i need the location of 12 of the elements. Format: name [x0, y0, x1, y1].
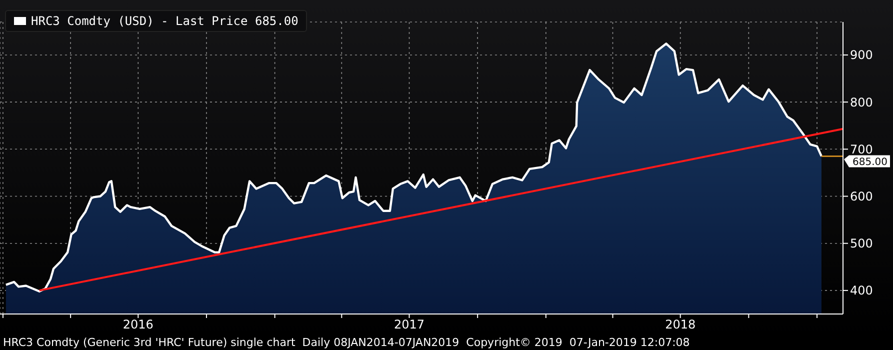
y-tick-label: 800	[850, 95, 873, 110]
x-tick-label: 2017	[394, 318, 425, 332]
y-tick-label: 500	[850, 236, 873, 251]
y-tick-label: 600	[850, 190, 873, 204]
legend-label: HRC3 Comdty (USD) - Last Price 685.00	[31, 14, 298, 28]
y-tick-label: 400	[850, 284, 873, 298]
y-tick-label: 900	[850, 48, 873, 62]
x-tick-label: 2018	[665, 318, 696, 332]
x-tick-label: 2016	[122, 318, 154, 332]
text: HRC3 Comdty (Generic 3rd 'HRC' Future) single chart Daily 08JAN2014-07JAN2019 Copyright© 2019 07-Jan-2019 12:07:08	[3, 336, 690, 349]
y-tick-label: 700	[850, 142, 873, 156]
ref-line-label: 685.00	[852, 157, 888, 168]
